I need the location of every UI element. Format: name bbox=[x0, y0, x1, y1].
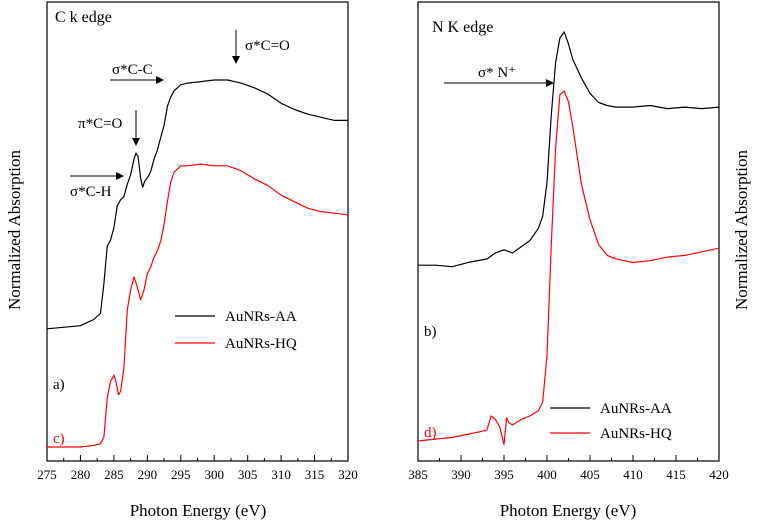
series-line-aunrs-hq bbox=[47, 163, 349, 448]
x-tick-label: 300 bbox=[204, 467, 224, 482]
legend-label-aa: AuNRs-AA bbox=[600, 401, 672, 417]
arrowhead-icon bbox=[116, 172, 124, 180]
x-tick-label: 395 bbox=[494, 467, 514, 482]
legend-label-aa: AuNRs-AA bbox=[225, 309, 297, 325]
y-axis-label: Normalized Absorption bbox=[5, 149, 24, 310]
x-ticks: 275 280 285 290 295 300 305 310 315 320 bbox=[37, 455, 358, 482]
plot-frame bbox=[46, 1, 349, 462]
annotation-pi-co: π*C=O bbox=[78, 116, 123, 132]
x-tick-label: 420 bbox=[709, 467, 729, 482]
y-axis-label: Normalized Absorption bbox=[732, 149, 751, 310]
series-group bbox=[46, 79, 349, 448]
annotation-sigma-n: σ* N⁺ bbox=[478, 65, 516, 81]
legend-label-hq: AuNRs-HQ bbox=[600, 426, 672, 442]
panel-c-edge: 275 280 285 290 295 300 305 310 315 320 C k edge … bbox=[5, 1, 358, 520]
series-line-aunrs-aa bbox=[46, 79, 348, 330]
series-group bbox=[417, 31, 720, 446]
annotation-sigma-co: σ*C=O bbox=[245, 38, 290, 54]
panel-n-edge: 385 390 395 400 405 410 415 420 N K edge Photon… bbox=[408, 1, 751, 520]
panel-title: N K edge bbox=[432, 19, 493, 36]
x-tick-label: 410 bbox=[623, 467, 643, 482]
x-tick-label: 390 bbox=[451, 467, 471, 482]
curve-label-a: a) bbox=[53, 377, 65, 393]
x-tick-label: 290 bbox=[138, 467, 158, 482]
annotation-sigma-cc: σ*C-C bbox=[112, 62, 153, 78]
x-tick-label: 295 bbox=[171, 467, 191, 482]
arrowhead-icon bbox=[546, 79, 554, 87]
x-tick-label: 385 bbox=[408, 467, 428, 482]
arrowhead-icon bbox=[132, 138, 140, 146]
curve-label-b: b) bbox=[424, 324, 437, 340]
x-tick-label: 310 bbox=[271, 467, 291, 482]
x-tick-label: 405 bbox=[580, 467, 600, 482]
panel-title: C k edge bbox=[55, 9, 112, 26]
curve-label-c: c) bbox=[53, 431, 65, 447]
annotation-sigma-ch: σ*C-H bbox=[70, 184, 112, 200]
legend-label-hq: AuNRs-HQ bbox=[225, 336, 297, 352]
arrowhead-icon bbox=[232, 56, 240, 64]
x-tick-label: 275 bbox=[37, 467, 57, 482]
x-tick-label: 320 bbox=[338, 467, 358, 482]
arrowhead-icon bbox=[156, 76, 164, 84]
x-tick-label: 400 bbox=[537, 467, 557, 482]
x-axis-label: Photon Energy (eV) bbox=[500, 501, 637, 520]
x-tick-label: 305 bbox=[238, 467, 258, 482]
x-ticks: 385 390 395 400 405 410 415 420 bbox=[408, 455, 729, 482]
curve-label-d: d) bbox=[424, 425, 437, 441]
x-tick-label: 315 bbox=[305, 467, 325, 482]
plot-frame bbox=[417, 1, 720, 462]
x-tick-label: 285 bbox=[104, 467, 124, 482]
x-tick-label: 415 bbox=[666, 467, 686, 482]
x-axis-label: Photon Energy (eV) bbox=[130, 501, 267, 520]
series-line-aunrs-hq bbox=[417, 90, 720, 446]
x-tick-label: 280 bbox=[71, 467, 91, 482]
series-line-aunrs-aa bbox=[418, 31, 720, 268]
